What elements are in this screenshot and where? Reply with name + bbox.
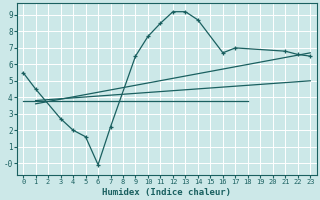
X-axis label: Humidex (Indice chaleur): Humidex (Indice chaleur)	[102, 188, 231, 197]
